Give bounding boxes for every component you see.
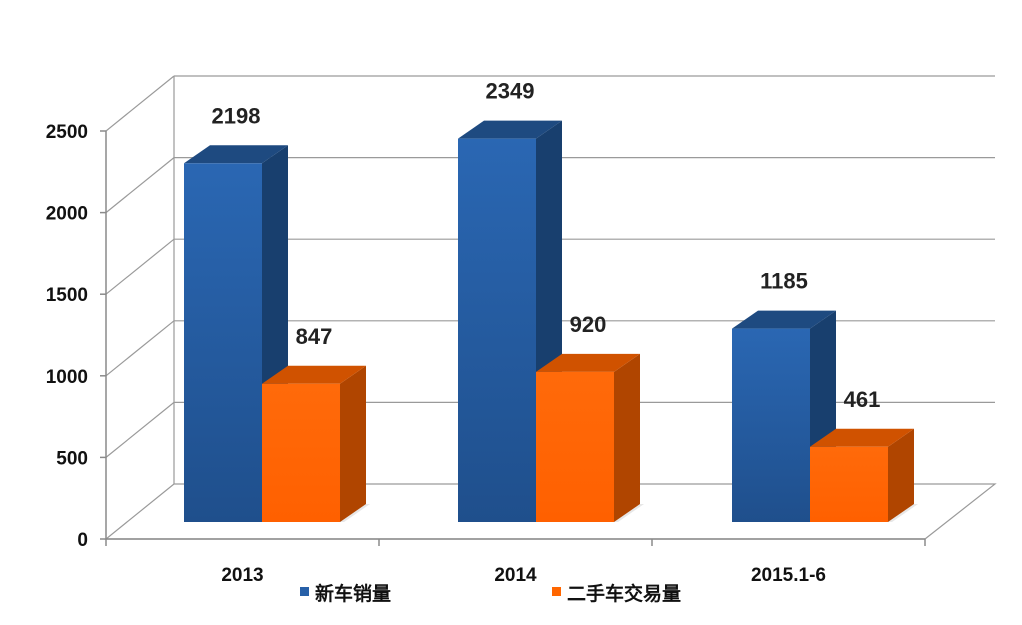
data-label: 2198 [212,103,261,128]
x-tick-label: 2015.1-6 [751,565,826,586]
data-label: 847 [296,324,333,349]
bar-top [184,145,288,164]
bar-top [458,120,562,139]
y-tick-label: 2000 [46,204,88,225]
bar-top [262,365,366,384]
data-label: 461 [844,387,881,412]
bar [262,383,340,522]
y-tick-label: 2500 [46,122,88,143]
data-label: 2349 [486,79,535,104]
y-tick-label: 1000 [46,367,88,388]
tick-labels: 0 500 1000 1500 2000 2500 2013 2014 2015.1-6 [46,122,826,586]
legend-label: 二手车交易量 [567,582,681,605]
data-labels: 2198 847 2349 920 1185 461 [212,79,881,412]
data-label: 1185 [760,269,808,294]
gridline-side [105,401,175,458]
bar [184,163,262,522]
gridlines [105,75,995,484]
bar [732,328,810,522]
gridline-side [105,238,175,295]
bar [458,138,536,523]
bar-top [810,428,914,447]
y-tick-label: 500 [56,448,88,469]
bar-top [536,353,640,372]
bar [536,371,614,522]
bar-side [340,365,366,522]
legend-label: 新车销量 [315,582,391,605]
axes [100,130,926,546]
gridline-side [105,75,175,132]
x-tick-label: 2013 [221,565,263,586]
y-tick-label: 0 [77,530,88,551]
legend: 新车销量 二手车交易量 [300,582,681,605]
data-label: 920 [570,312,607,337]
y-tick-label: 1500 [46,285,88,306]
gridline-side [105,320,175,377]
bars [184,120,918,523]
gridline-side [105,157,175,214]
bar [810,446,888,522]
legend-swatch [300,587,309,596]
legend-swatch [552,587,561,596]
bar-top [732,310,836,329]
bar-side [888,428,914,522]
bar-side [614,353,640,522]
x-tick-label: 2014 [494,565,537,586]
